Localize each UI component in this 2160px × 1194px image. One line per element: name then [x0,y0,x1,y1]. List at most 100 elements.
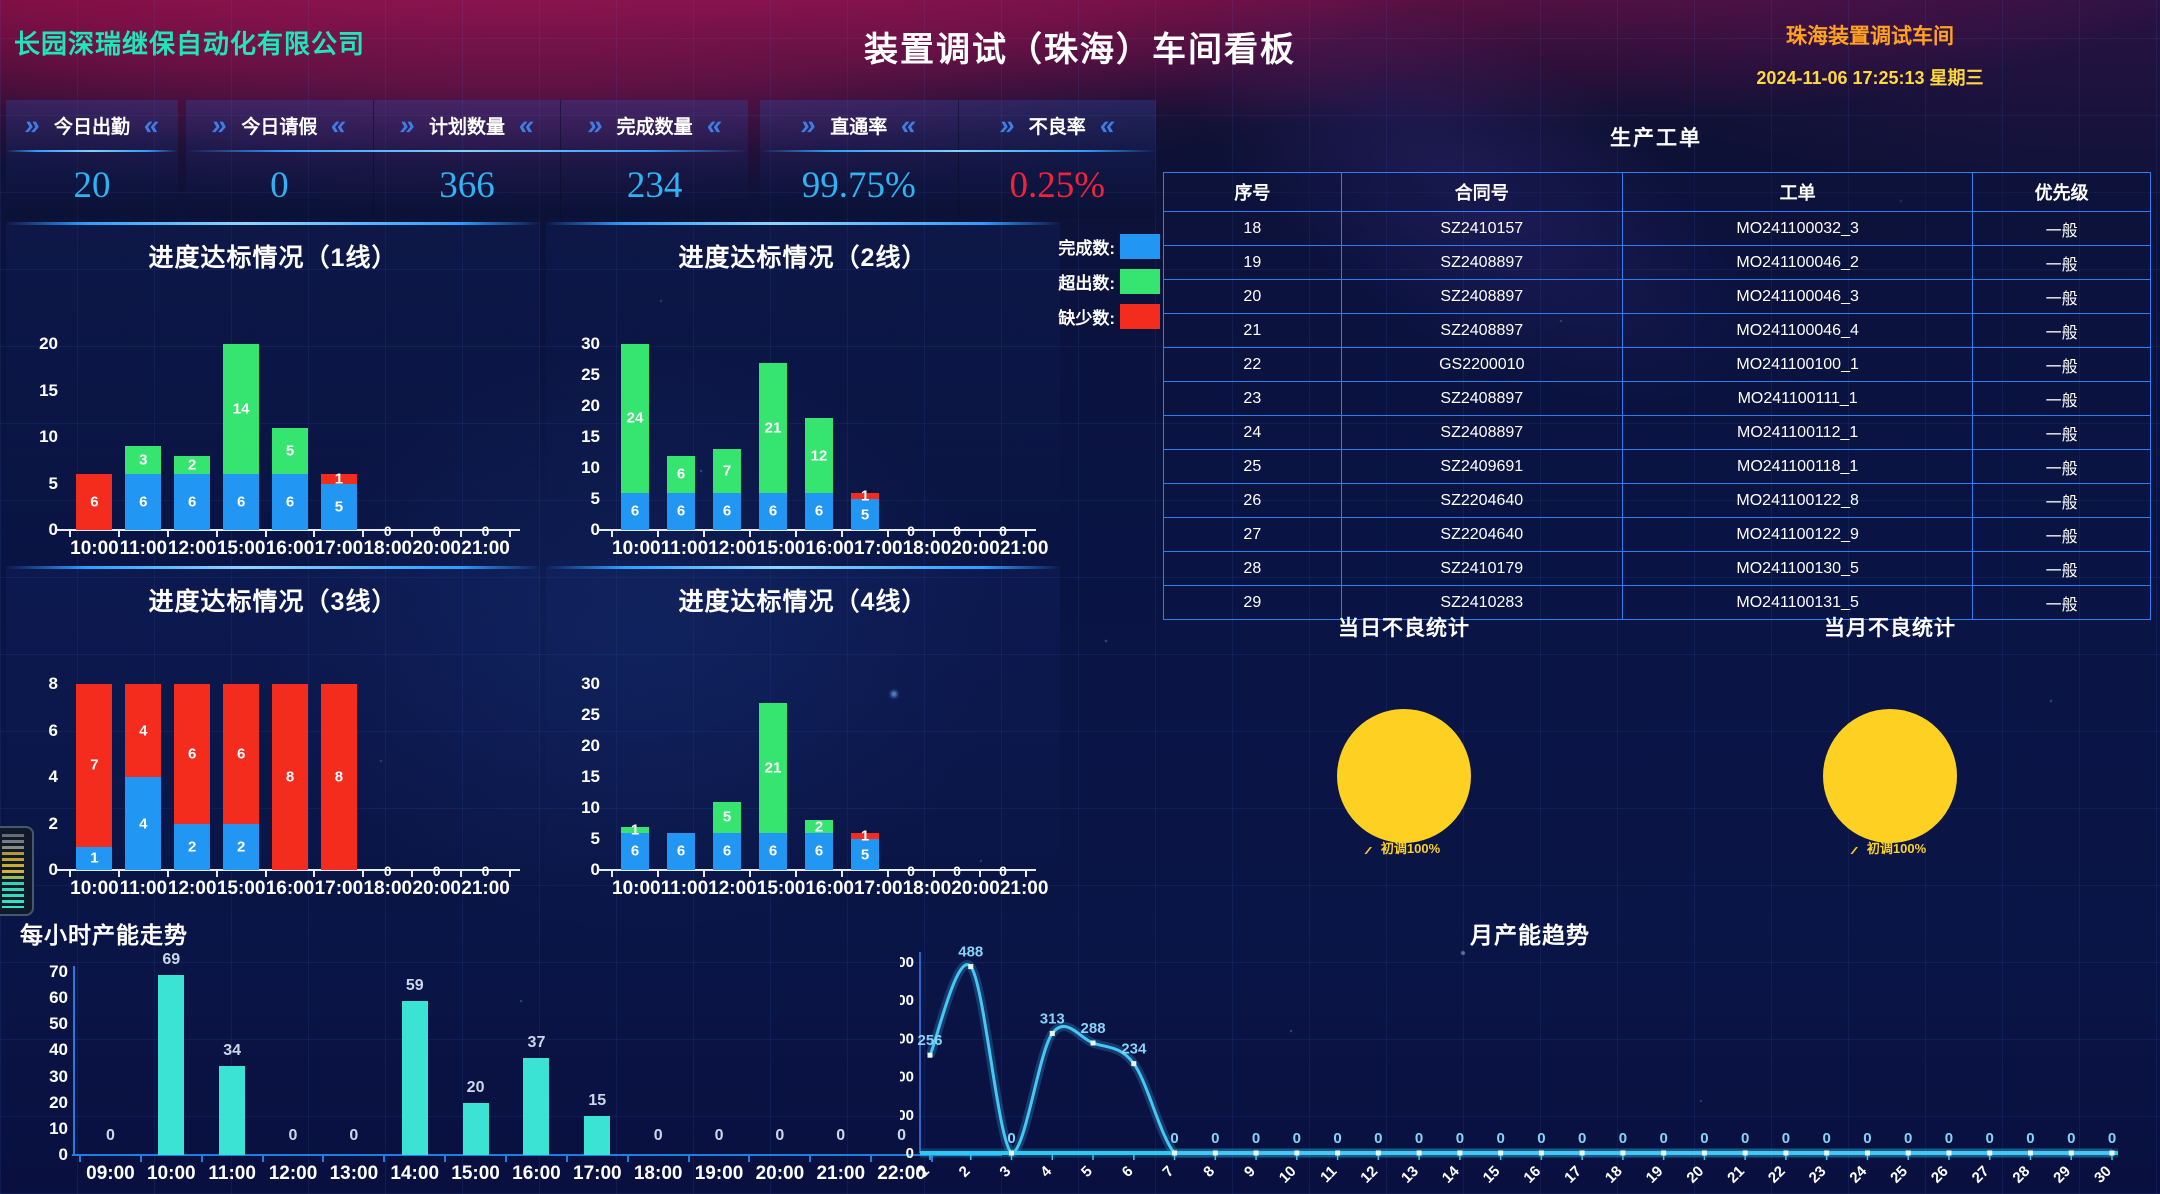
chevron-right-icon: » [585,109,605,140]
data-point-marker [968,964,974,970]
x-axis-label: 18:00 [902,538,952,559]
data-point-marker [1742,1150,1748,1156]
x-axis-label: 16:00 [265,878,315,899]
stacked-bar: 6 12 [805,418,833,530]
pie-label-leader-line [1364,847,1381,854]
bar-segment: 6 [713,492,741,530]
bar-value-label: 0 [836,1127,846,1144]
x-axis-label: 19:00 [694,1163,744,1184]
bar-value-label: 37 [527,1034,546,1052]
x-axis-tick [870,1156,873,1162]
x-axis-labels: 09:00 10:00 11:00 12:00 13:00 14:00 15:00 16:00… [80,1163,932,1185]
bar-segment: 5 [851,499,879,530]
kpi-group: » 直通率 « 99.75% » 不良率 « 0.25% [760,100,1156,218]
x-axis-tick [264,871,267,877]
kpi-cells: » 今日请假 « 0 » 计划数量 « 366 » 完成数量 « 234 [186,100,748,218]
data-point-label: 0 [2026,1130,2034,1147]
kpi-item: » 今日出勤 « 20 [6,100,178,218]
monthly-trend-chart: 0100200300400500123456789101112131415161… [900,944,2118,1187]
table-row: 20 SZ2408897 MO241100046_3 一般 [1163,279,2151,314]
data-point-marker [1212,1150,1218,1156]
table-row: 19 SZ2408897 MO241100046_2 一般 [1163,245,2151,280]
bar-value-label: 6 [188,745,197,763]
bar-slot: 8 [314,684,363,870]
bar-segment: 4 [125,684,162,777]
bar-value-label: 6 [722,502,732,520]
table-cell: 23 [1163,381,1342,416]
legend-row: 缺少数: [1052,304,1160,329]
x-axis-label: 27 [1969,1163,1993,1187]
data-point-label: 0 [1619,1130,1627,1147]
data-point-marker [1864,1150,1870,1156]
stacked-bar: 8 [320,684,357,870]
x-axis-tick [79,1156,81,1162]
bar-segment: 1 [851,827,879,844]
zero-value-label: 0 [481,523,490,539]
y-axis-tick: 400 [900,992,914,1009]
capacity-bar [158,974,185,1155]
data-point-marker [1538,1150,1544,1156]
table-cell: 一般 [1972,347,2151,382]
data-point-marker [1335,1150,1341,1156]
bar-segment: 21 [759,702,787,833]
data-point-label: 0 [2108,1130,2116,1147]
x-axis-label: 20:00 [755,1163,805,1184]
kpi-item: » 不良率 « 0.25% [957,100,1157,218]
kpi-label: 不良率 [1028,116,1086,138]
data-point-marker [1049,1030,1055,1036]
y-axis-tick: 30 [581,334,600,353]
chevron-right-icon: » [22,109,43,140]
x-axis-labels: 10:00 11:00 12:00 15:00 16:00 17:00 18:00 20:00… [612,538,1048,560]
chevron-right-icon: » [997,109,1017,140]
x-axis-label: 22:00 [877,1163,926,1184]
table-cell: MO241100130_5 [1621,551,1974,586]
zero-value-label: 0 [953,523,961,539]
bar-value-label: 6 [630,502,640,520]
y-axis-tick: 50 [49,1014,68,1034]
bar-segment: 6 [174,474,211,530]
legend-label: 缺少数: [1058,309,1115,328]
bar-segment: 1 [76,846,113,870]
bar-segment: 6 [621,492,649,530]
bar-segment: 3 [125,446,162,475]
kpi-label: 计划数量 [429,116,506,138]
kpi-underline [6,150,178,152]
table-cell: MO241100111_1 [1621,381,1974,416]
data-point-label: 0 [1415,1130,1423,1147]
chevron-left-icon: « [141,109,162,140]
x-axis-tick [795,531,797,537]
bar-slot: 0 [749,972,810,1155]
table-cell: MO241100046_2 [1621,245,1974,280]
bar-slot: 0 [80,972,141,1155]
bar-value-label: 2 [188,838,197,856]
bar-segment: 6 [223,474,260,530]
data-point-label: 313 [1040,1010,1065,1027]
legend-label: 超出数: [1058,274,1115,293]
table-cell: 一般 [1972,551,2151,586]
kpi-value: 234 [626,165,683,206]
bar-segment: 7 [76,684,113,847]
x-axis-label: 15:00 [756,538,806,559]
table-cell: MO241100118_1 [1621,449,1974,484]
x-axis-label: 4 [1037,1162,1055,1180]
y-axis-tick: 0 [590,860,600,879]
x-axis-tick [215,871,218,877]
bar-slot: 0 [689,972,750,1155]
kpi-value: 366 [439,165,495,206]
data-point-label: 0 [1170,1130,1178,1147]
y-axis-tick: 0 [48,860,58,879]
bar-value-label: 1 [860,487,870,505]
bar-segment: 6 [667,832,695,870]
x-axis-label: 15:00 [216,538,266,559]
bar-slots: 6 1 6 6 5 6 21 6 2 5 1 0 0 0 [612,684,1026,879]
workshop-name: 珠海装置调试车间 [1786,25,1954,48]
panel-top-glow [6,222,540,225]
x-axis-label: 16:00 [805,538,854,559]
table-cell: 一般 [1972,313,2151,348]
table-cell: 20 [1163,279,1342,314]
x-axis-tick [383,1156,386,1162]
y-axis-tick: 2 [48,813,58,833]
